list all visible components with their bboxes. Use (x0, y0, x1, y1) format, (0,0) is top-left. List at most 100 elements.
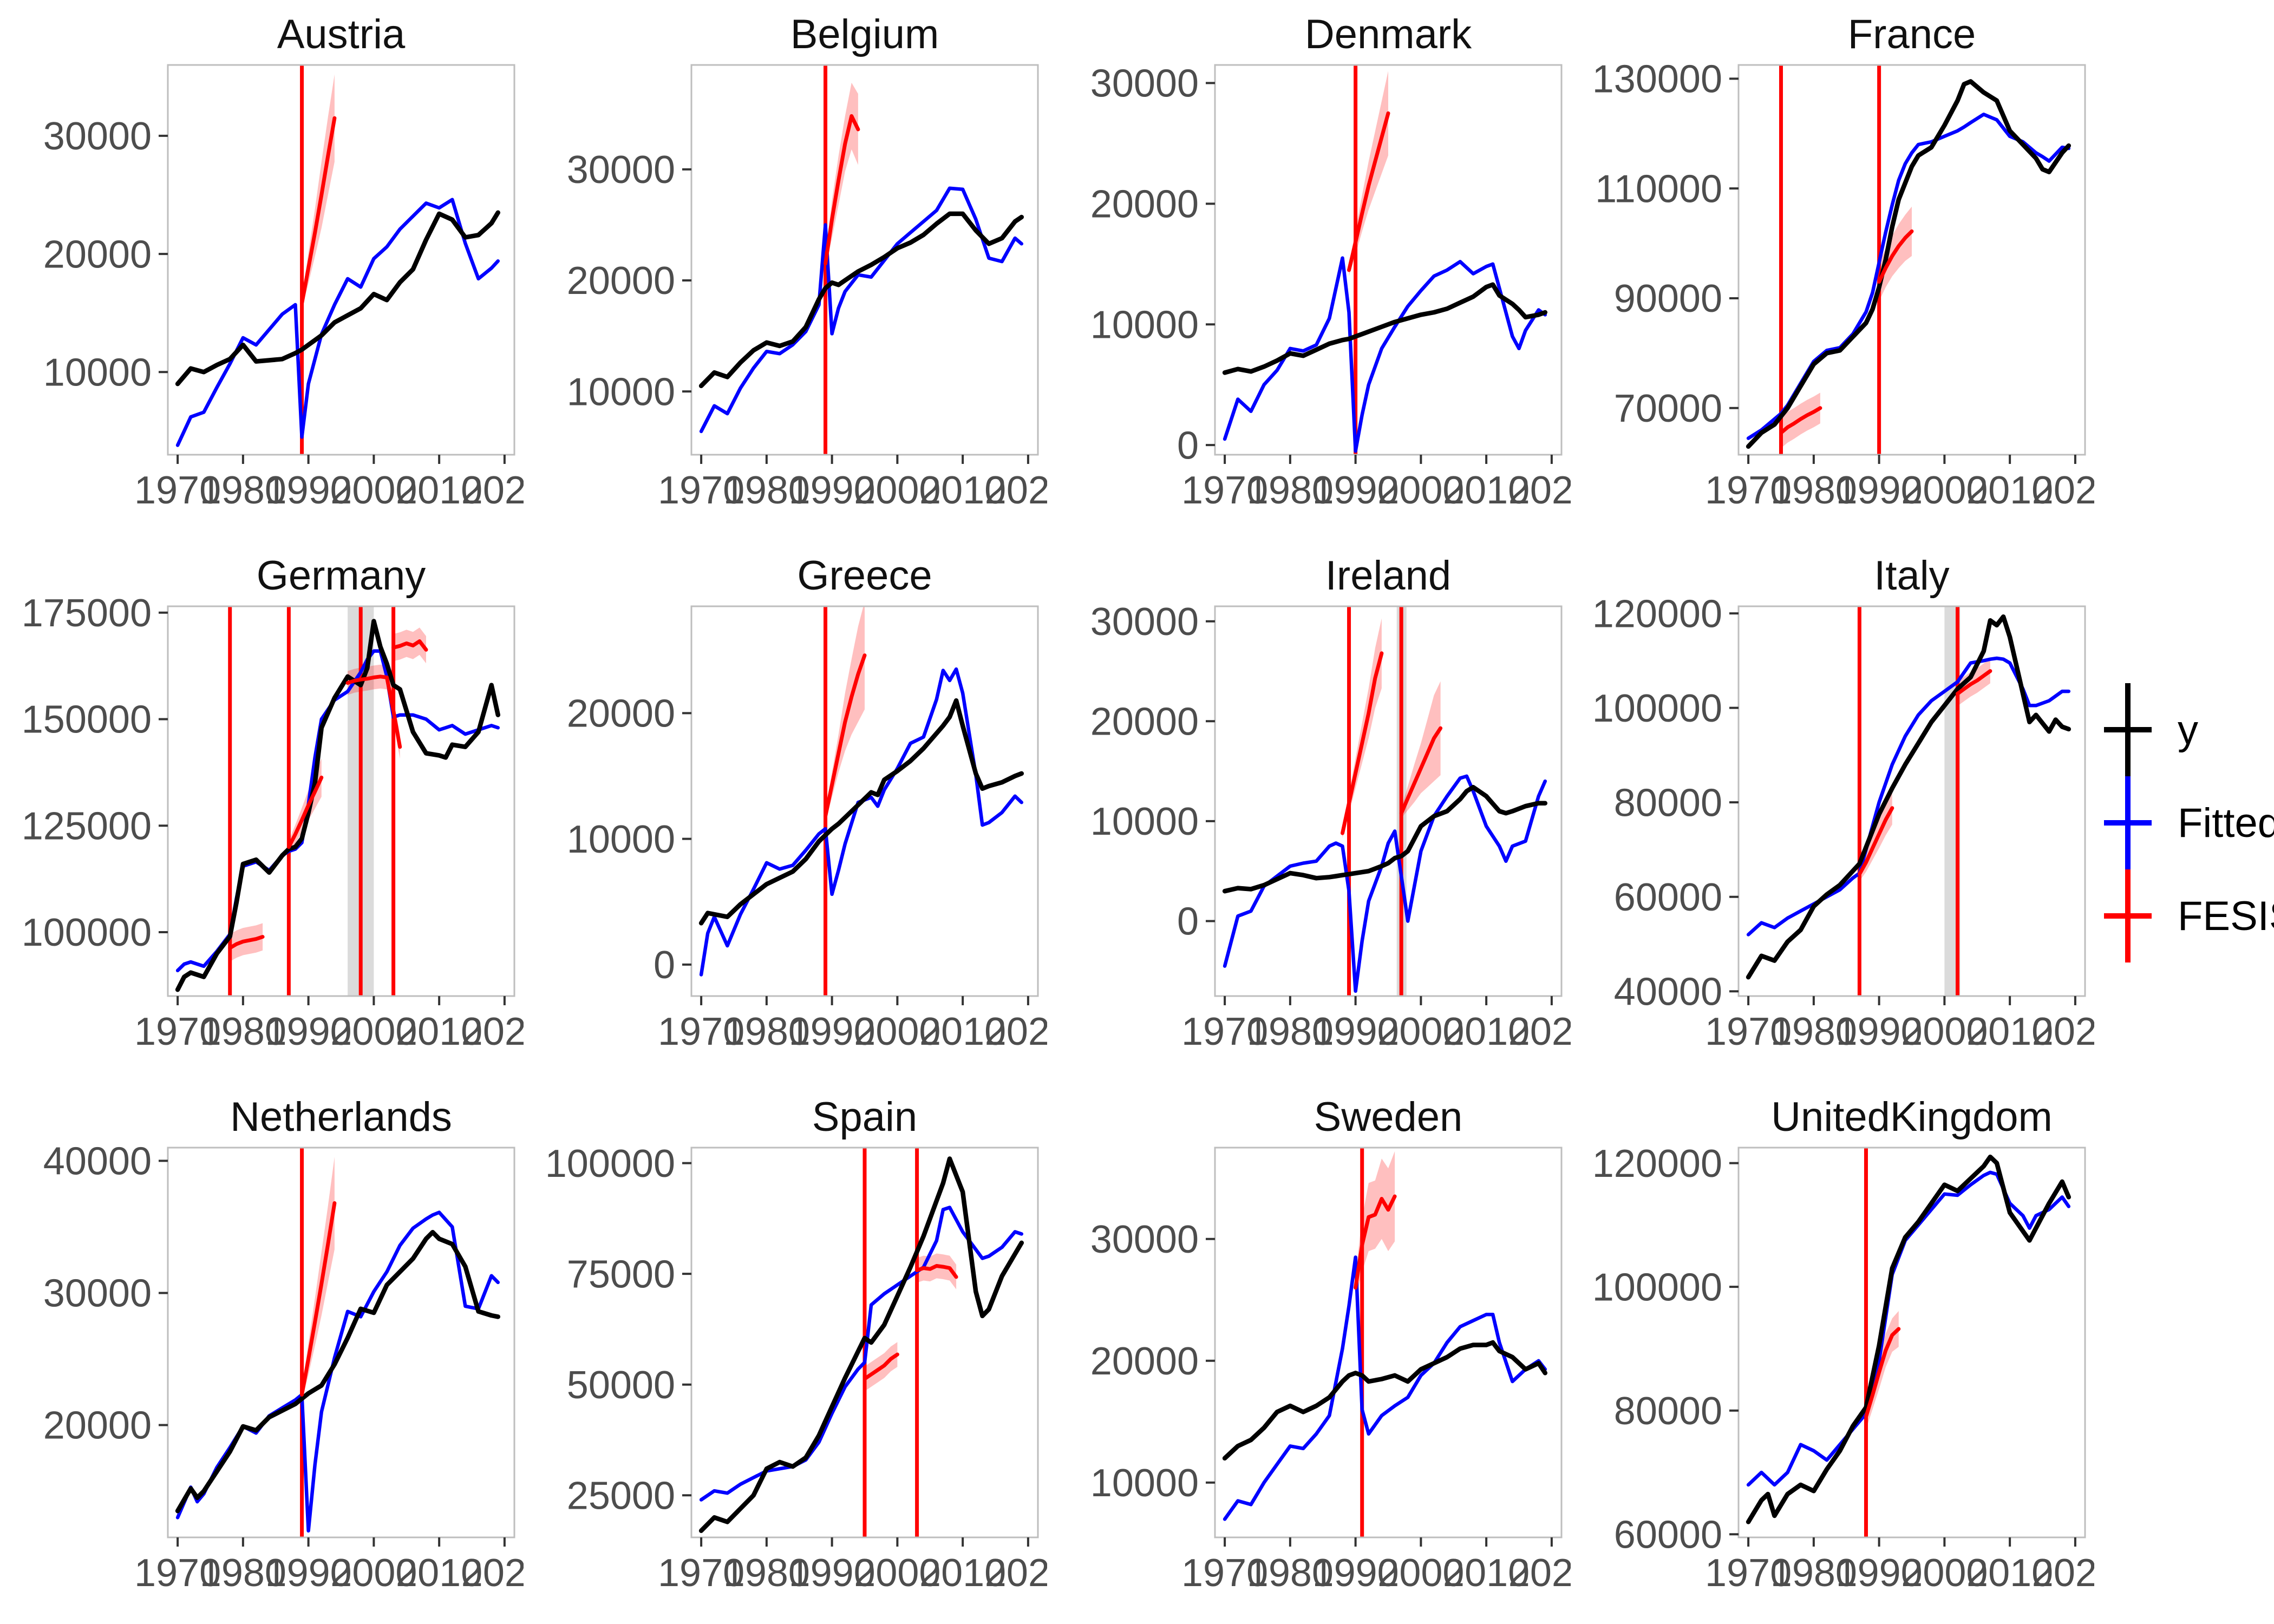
fesis-segment-line (1864, 1327, 1901, 1419)
y-tick-label: 20000 (567, 692, 675, 736)
x-tick-label: 1970 (134, 1551, 221, 1595)
x-tick-label: 1990 (1312, 1551, 1399, 1595)
x-tick-label: 1990 (265, 469, 352, 512)
y-tick-label: 80000 (1614, 781, 1722, 824)
x-tick-label: 2010 (1443, 469, 1530, 512)
y-tick-label: 110000 (1595, 167, 1722, 211)
x-tick-label: 2010 (1443, 1010, 1530, 1053)
x-tick-label: 1990 (265, 1551, 352, 1595)
x-tick-label: 1970 (1705, 1010, 1792, 1053)
x-tick-label: 2000 (1901, 1010, 1988, 1053)
panel-border (167, 64, 515, 456)
panel-title: Netherlands (230, 1094, 452, 1140)
y-tick-label: 40000 (43, 1140, 152, 1183)
x-tick-label: 1970 (658, 469, 744, 512)
x-tick-label: 2000 (1377, 469, 1464, 512)
fesis-segment-line (1779, 406, 1822, 435)
x-tick-label: 1990 (1836, 469, 1923, 512)
legend-label-y: y (2178, 706, 2198, 753)
x-tick-label: 2000 (1377, 1551, 1464, 1595)
y-tick-label: 10000 (43, 351, 152, 394)
y-tick-label: 0 (654, 944, 675, 987)
y-tick-label: 60000 (1614, 876, 1722, 919)
y-tick-label: 10000 (1090, 303, 1199, 346)
fesis-segment-line (1347, 111, 1390, 272)
x-tick-label: 2000 (854, 469, 940, 512)
x-tick-label: 2010 (1443, 1551, 1530, 1595)
y-series-line (698, 1156, 1024, 1533)
plot-area (168, 65, 514, 455)
fesis-segment-line (824, 114, 860, 266)
legend: y Fitted FESIS (2101, 683, 2274, 962)
y-tick-label: 100000 (1592, 1266, 1722, 1309)
x-tick-label: 1980 (723, 469, 810, 512)
y-tick-label: 60000 (1614, 1513, 1722, 1556)
x-tick-label: 1970 (1181, 469, 1268, 512)
legend-entry-fesis: FESIS (2101, 869, 2274, 962)
legend-entry-y: y (2101, 683, 2274, 776)
y-series-line (175, 1229, 501, 1514)
fitted-series-line (1223, 774, 1547, 993)
x-tick-label: 1990 (1312, 1010, 1399, 1053)
panel-border (690, 605, 1039, 997)
fesis-segment-line (824, 653, 867, 818)
fitted-series-line (699, 186, 1024, 434)
panel-title: Italy (1874, 553, 1950, 599)
x-tick-label: 1970 (1181, 1010, 1268, 1053)
plot-area (1215, 65, 1561, 455)
panel-border (1737, 605, 2086, 997)
panel-border (167, 605, 515, 997)
x-tick-label: 1980 (1770, 469, 1857, 512)
x-tick-label: 1980 (723, 1551, 810, 1595)
panel-border (1214, 605, 1563, 997)
x-tick-label: 1970 (134, 469, 221, 512)
fesis-confidence-ribbon (1355, 1151, 1395, 1300)
y-tick-label: 20000 (1090, 183, 1199, 226)
x-tick-label: 1990 (1836, 1551, 1923, 1595)
legend-label-fesis: FESIS (2178, 893, 2274, 939)
panel-title: Sweden (1314, 1094, 1463, 1140)
y-tick-label: 10000 (1090, 800, 1199, 843)
y-series-line (1746, 1154, 2072, 1524)
y-tick-label: 20000 (567, 259, 675, 303)
y-tick-label: 100000 (1592, 687, 1722, 730)
x-tick-label: 2010 (1966, 1010, 2053, 1053)
y-tick-label: 20000 (43, 1404, 152, 1448)
x-tick-label: 1970 (134, 1010, 221, 1053)
y-series-line (1222, 1340, 1548, 1461)
plot-area (691, 65, 1038, 455)
fesis-segment-line (345, 675, 402, 749)
panel-title: UnitedKingdom (1771, 1094, 2053, 1140)
panel-title: Spain (812, 1094, 918, 1140)
x-tick-label: 2000 (854, 1010, 940, 1053)
x-tick-label: 1970 (658, 1010, 744, 1053)
fesis-segment-line (391, 639, 428, 652)
fesis-segment-line (1399, 726, 1443, 815)
panel-title: Germany (256, 553, 426, 599)
x-tick-label: 1980 (1247, 1551, 1334, 1595)
fesis-segment-line (915, 1264, 958, 1279)
x-tick-label: 2000 (854, 1551, 940, 1595)
fesis-segment-line (300, 116, 337, 306)
legend-key-fitted-icon (2104, 776, 2152, 869)
panel-border (1737, 1147, 2086, 1538)
x-tick-label: 1990 (1836, 1010, 1923, 1053)
